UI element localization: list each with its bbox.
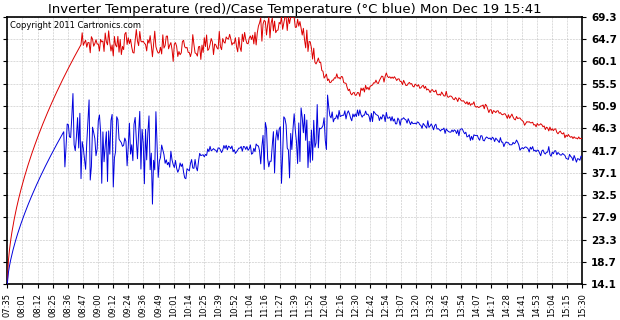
Text: Copyright 2011 Cartronics.com: Copyright 2011 Cartronics.com bbox=[10, 21, 141, 30]
Title: Inverter Temperature (red)/Case Temperature (°C blue) Mon Dec 19 15:41: Inverter Temperature (red)/Case Temperat… bbox=[48, 3, 541, 16]
